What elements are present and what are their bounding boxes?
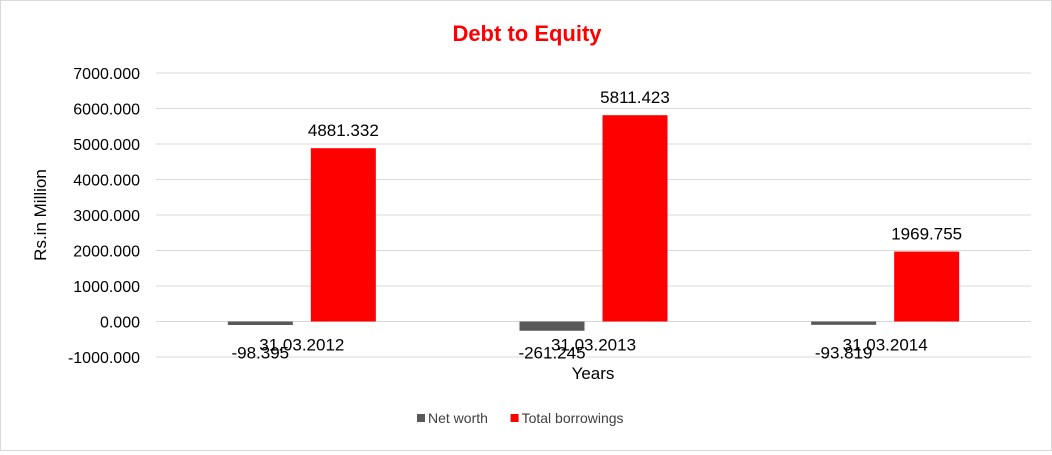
data-label: -261.245: [518, 344, 585, 363]
bar-total-borrowings: [894, 251, 960, 322]
bars: [227, 115, 960, 331]
bar-net-worth: [227, 321, 293, 325]
y-axis-ticks: 7000.000 6000.000 5000.000 4000.000 3000.000…: [68, 66, 140, 367]
x-tick-label: 31.03.2013: [551, 336, 636, 355]
legend-swatch: [417, 414, 425, 422]
y-tick-label: -1000.000: [68, 350, 140, 367]
data-label: -98.395: [231, 344, 289, 363]
legend-swatch: [510, 414, 519, 422]
y-tick-label: 2000.000: [73, 244, 140, 261]
x-tick-label: 31.03.2014: [843, 336, 928, 355]
data-label: 4881.332: [308, 121, 379, 140]
y-tick-label: 4000.000: [73, 173, 140, 190]
bar-total-borrowings: [602, 115, 668, 322]
y-axis-label: Rs.in Million: [31, 169, 50, 261]
data-label: 1969.755: [891, 225, 962, 244]
bar-net-worth: [519, 321, 585, 331]
legend: Net worth Total borrowings: [417, 410, 624, 426]
legend-label: Net worth: [428, 410, 488, 426]
bar-total-borrowings: [310, 148, 376, 322]
data-labels: -98.395 4881.332 -261.245 5811.423 -93.819 19…: [231, 88, 962, 362]
y-tick-label: 1000.000: [73, 279, 140, 296]
chart-title: Debt to Equity: [452, 21, 602, 46]
bar-net-worth: [811, 321, 877, 325]
y-tick-label: 0.000: [100, 315, 140, 332]
y-tick-label: 3000.000: [73, 208, 140, 225]
y-tick-label: 6000.000: [73, 102, 140, 119]
y-tick-label: 5000.000: [73, 137, 140, 154]
x-tick-label: 31.03.2012: [259, 336, 344, 355]
x-axis-label: Years: [572, 364, 615, 383]
data-label: 5811.423: [600, 88, 670, 107]
y-tick-label: 7000.000: [73, 66, 140, 83]
data-label: -93.819: [815, 344, 873, 363]
gridlines: [156, 72, 1031, 358]
legend-label: Total borrowings: [522, 410, 624, 426]
x-axis-ticks: 31.03.2012 31.03.2013 31.03.2014: [259, 336, 927, 355]
